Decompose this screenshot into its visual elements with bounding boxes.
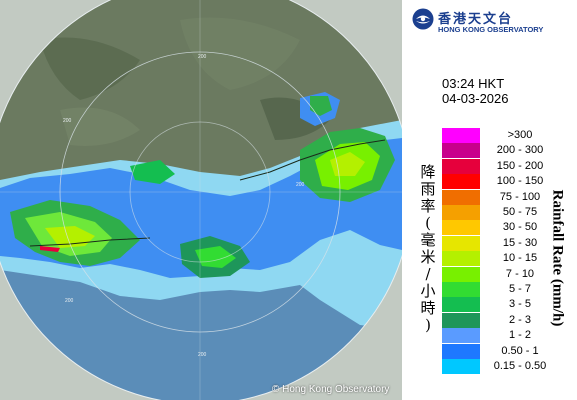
range-label: 200 <box>198 352 207 358</box>
legend-color-swatch <box>442 174 480 190</box>
legend-color-swatch <box>442 251 480 267</box>
legend-color-swatch <box>442 297 480 313</box>
legend-color-swatch <box>442 312 480 328</box>
legend-color-swatch <box>442 220 480 236</box>
legend-item: 2 - 3 <box>442 312 562 328</box>
legend-item: 200 - 300 <box>442 143 562 159</box>
legend-item: 5 - 7 <box>442 282 562 297</box>
legend-item: 150 - 200 <box>442 158 562 174</box>
range-label: 200 <box>198 54 207 60</box>
legend-label: 30 - 50 <box>502 221 538 234</box>
radar-map-canvas: 200 200 200 200 200 <box>0 0 402 400</box>
legend-item: 30 - 50 <box>442 220 562 236</box>
range-label: 200 <box>65 298 74 304</box>
range-label: 200 <box>296 182 305 188</box>
legend-label: >300 <box>507 129 533 141</box>
legend-panel: 香港天文台 HONG KONG OBSERVATORY 03:24 HKT 04… <box>402 0 577 400</box>
legend-label: 100 - 150 <box>496 175 544 188</box>
legend-label: 15 - 30 <box>502 236 538 249</box>
legend-item: 0.15 - 0.50 <box>442 359 562 374</box>
legend-color-swatch <box>442 359 480 374</box>
legend-color-swatch <box>442 205 480 220</box>
legend-label: 2 - 3 <box>508 313 531 326</box>
hko-logo: 香港天文台 HONG KONG OBSERVATORY <box>412 8 577 38</box>
legend-item: 15 - 30 <box>442 235 562 251</box>
legend-color-swatch <box>442 143 480 159</box>
legend-item: 10 - 15 <box>442 251 562 267</box>
legend-label: 1 - 2 <box>508 329 531 342</box>
legend-color-swatch <box>442 328 480 344</box>
org-name-english: HONG KONG OBSERVATORY <box>438 25 544 34</box>
legend-label: 0.15 - 0.50 <box>493 360 547 372</box>
legend-label: 0.50 - 1 <box>501 344 539 357</box>
legend-color-swatch <box>442 282 480 297</box>
legend-item: 50 - 75 <box>442 205 562 220</box>
radar-map: 200 200 200 200 200 © Hong Kong Observat… <box>0 0 402 400</box>
legend-item: 7 - 10 <box>442 266 562 282</box>
legend-item: 75 - 100 <box>442 189 562 205</box>
legend-label: 50 - 75 <box>502 206 538 218</box>
legend-label: 7 - 10 <box>505 267 535 280</box>
legend-label: 10 - 15 <box>502 252 538 265</box>
legend-label: 200 - 300 <box>496 144 544 157</box>
legend-item: >300 <box>442 128 562 143</box>
legend-color-swatch <box>442 189 480 205</box>
legend-label: 5 - 7 <box>508 283 531 295</box>
legend-item: 0.50 - 1 <box>442 343 562 359</box>
legend-label: 3 - 5 <box>508 298 531 311</box>
legend-color-swatch <box>442 128 480 143</box>
org-name-chinese: 香港天文台 <box>438 12 514 27</box>
legend-label: 150 - 200 <box>496 159 544 172</box>
legend-color-swatch <box>442 343 480 359</box>
legend-item: 1 - 2 <box>442 328 562 344</box>
legend-color-swatch <box>442 266 480 282</box>
observation-time: 03:24 HKT <box>442 76 505 91</box>
legend-title-chinese: 降 雨 率 ( 毫 米 / 小 時 ) <box>420 163 436 334</box>
legend-label: 75 - 100 <box>499 190 541 203</box>
observation-date: 04-03-2026 <box>442 91 509 106</box>
range-label: 200 <box>63 118 72 124</box>
legend-item: 100 - 150 <box>442 174 562 190</box>
copyright-text: © Hong Kong Observatory <box>272 384 390 395</box>
legend-color-swatch <box>442 158 480 174</box>
hko-emblem-icon <box>412 8 434 30</box>
legend-item: 3 - 5 <box>442 297 562 313</box>
legend-color-swatch <box>442 235 480 251</box>
